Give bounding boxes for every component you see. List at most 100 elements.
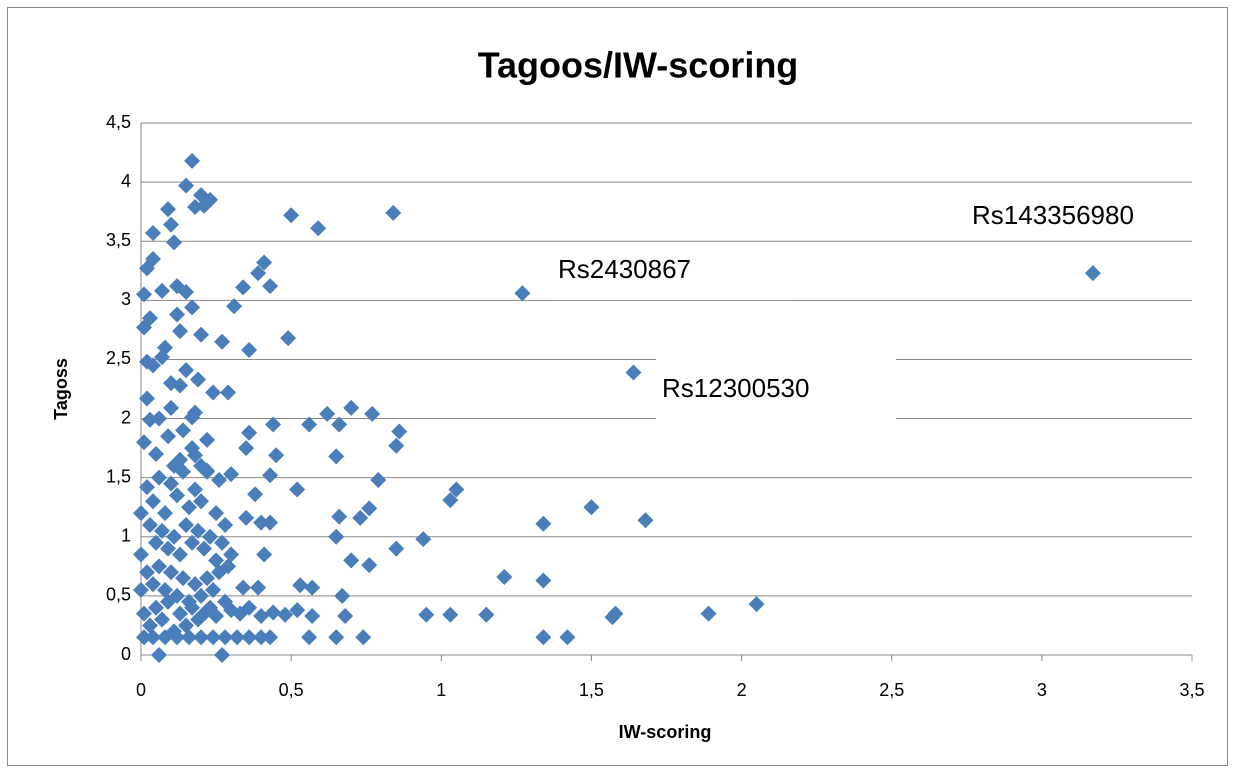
point (190, 522, 207, 539)
point (139, 390, 156, 407)
point (184, 152, 201, 169)
point (163, 564, 180, 581)
point (256, 254, 273, 271)
point (220, 384, 237, 401)
point (193, 629, 210, 646)
point (280, 330, 297, 347)
point (364, 405, 381, 422)
point (136, 434, 153, 451)
point (253, 629, 270, 646)
point (196, 197, 213, 214)
point (391, 423, 408, 440)
point (145, 629, 162, 646)
point (163, 216, 180, 233)
point (304, 607, 321, 624)
annotation: Rs143356980 (972, 200, 1134, 230)
point (301, 416, 318, 433)
point (328, 528, 345, 545)
point (442, 606, 459, 623)
point (184, 599, 201, 616)
point (205, 581, 222, 598)
point (331, 416, 348, 433)
point (208, 505, 225, 522)
point (136, 605, 153, 622)
point (1084, 265, 1101, 282)
point (187, 404, 204, 421)
point (361, 557, 378, 574)
point (163, 399, 180, 416)
point (700, 605, 717, 622)
point (253, 607, 270, 624)
point (343, 552, 360, 569)
point (214, 534, 231, 551)
point (247, 486, 264, 503)
point (184, 299, 201, 316)
x-tick-label: 3 (1037, 680, 1047, 700)
annotation: Rs2430867 (558, 254, 691, 284)
point (496, 568, 513, 585)
point (202, 528, 219, 545)
y-tick-label: 1 (121, 526, 131, 546)
point (172, 605, 189, 622)
point (442, 492, 459, 509)
point (262, 467, 279, 484)
point (265, 604, 282, 621)
point (238, 440, 255, 457)
point (166, 528, 183, 545)
point (361, 500, 378, 517)
point (145, 493, 162, 510)
point (214, 333, 231, 350)
point (331, 508, 348, 525)
point (478, 606, 495, 623)
point (166, 234, 183, 251)
point (241, 424, 258, 441)
point (214, 647, 231, 663)
point (208, 552, 225, 569)
point (178, 177, 195, 194)
point (310, 220, 327, 237)
point (304, 579, 321, 596)
point (388, 437, 405, 454)
point (262, 629, 279, 646)
point (181, 629, 198, 646)
point (148, 599, 165, 616)
point (289, 602, 306, 619)
point (535, 572, 552, 589)
point (265, 416, 282, 433)
point (352, 509, 369, 526)
point (169, 278, 186, 295)
point (193, 326, 210, 343)
point (169, 487, 186, 504)
point (205, 384, 222, 401)
annotation-box (552, 242, 790, 300)
y-tick-label: 3,5 (106, 230, 131, 250)
point (169, 629, 186, 646)
point (160, 593, 177, 610)
point (163, 375, 180, 392)
x-tick-label: 2 (737, 680, 747, 700)
point (196, 540, 213, 557)
y-tick-label: 0,5 (106, 585, 131, 605)
point (289, 481, 306, 498)
point (199, 431, 216, 448)
y-tick-label: 4,5 (106, 112, 131, 132)
point (193, 587, 210, 604)
annotation-box (966, 194, 1224, 240)
point (160, 540, 177, 557)
x-tick-label: 3,5 (1179, 680, 1204, 700)
point (157, 581, 174, 598)
point (388, 540, 405, 557)
point (205, 629, 222, 646)
point (175, 570, 192, 587)
point (148, 446, 165, 463)
point (211, 564, 228, 581)
point (418, 606, 435, 623)
point (253, 514, 270, 531)
x-tick-label: 2,5 (879, 680, 904, 700)
point (175, 422, 192, 439)
point (160, 201, 177, 218)
point (343, 399, 360, 416)
point (241, 599, 258, 616)
point (187, 481, 204, 498)
point (319, 405, 336, 422)
